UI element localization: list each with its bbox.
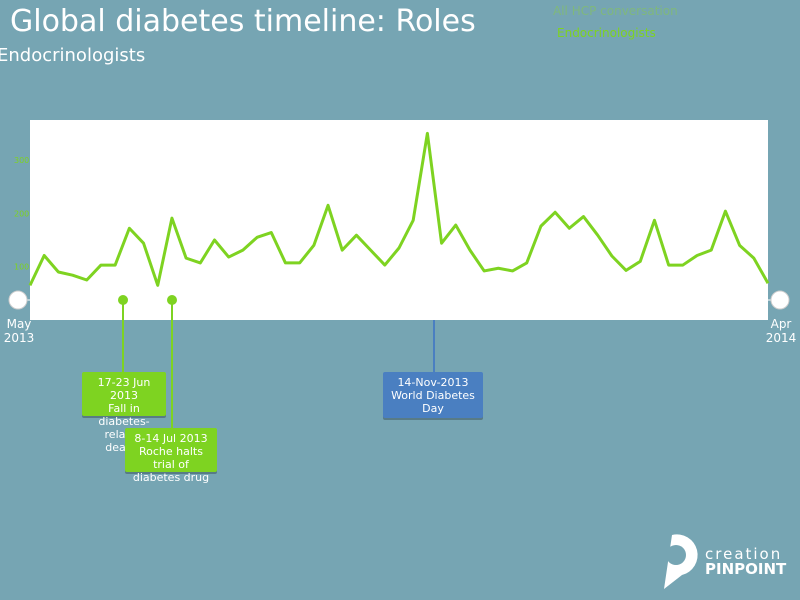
timeline-end [8,290,28,310]
timeline-end [770,290,790,310]
legend-inactive[interactable]: All HCP conversation [553,4,678,18]
y-tick-label: 200 [14,209,29,218]
event-label: World Diabetes Day [391,389,475,415]
logo-text: PINPOINT [705,560,787,578]
event-date: 17-23 Jun 2013 [97,376,151,402]
plot-area [30,120,768,320]
event-date: 14-Nov-2013 [397,376,469,389]
event-dot [167,295,177,305]
line-series [28,131,770,287]
event-dot [118,295,128,305]
x-tick-label: Apr 2014 [765,317,797,345]
event-box[interactable]: 17-23 Jun 2013 Fall in diabetes-related d… [82,372,166,454]
y-tick-label: 300 [14,156,29,165]
chart-subtitle: Endocrinologists [0,45,146,66]
event-box[interactable]: 8-14 Jul 2013 Roche halts trial of diabet… [125,428,217,484]
event-label: Roche halts trial of diabetes drug [132,445,210,484]
event-box[interactable]: 14-Nov-2013 World Diabetes Day [383,372,483,418]
logo-text: creation [705,545,783,563]
logo-icon-hole [666,545,686,565]
chart-title: Global diabetes timeline: Roles [10,4,476,39]
legend-entry[interactable]: Endocrinologists [557,26,656,40]
event-date: 8-14 Jul 2013 [134,432,208,445]
y-tick-label: 100 [14,263,29,272]
x-tick-label: May 2013 [3,317,35,345]
